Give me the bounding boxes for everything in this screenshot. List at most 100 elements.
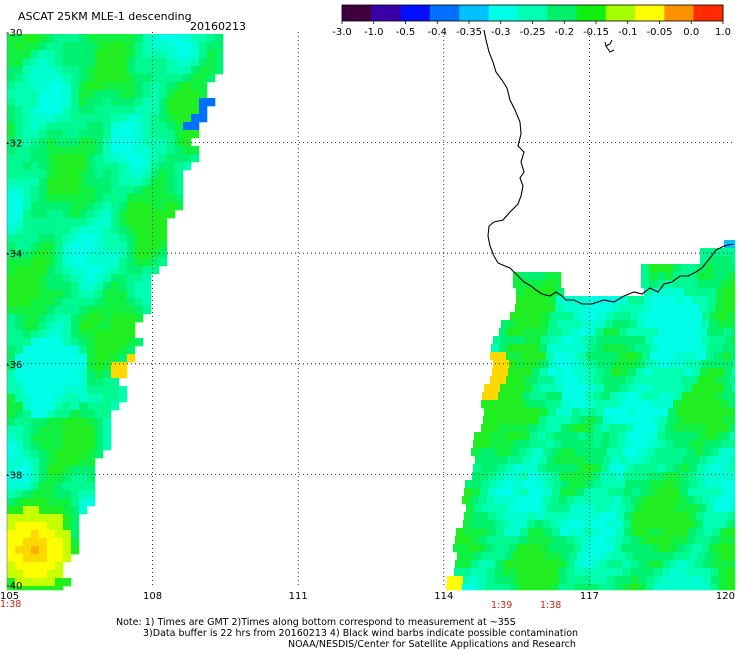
swath-pixel [55,266,64,275]
swath-pixel [47,250,56,259]
swath-pixel [639,536,648,545]
swath-pixel [143,298,152,307]
swath-pixel [581,544,590,553]
swath-pixel [143,90,152,99]
swath-pixel [667,416,676,425]
swath-pixel [557,544,566,553]
swath-pixel [119,210,128,219]
swath-pixel [528,472,537,481]
swath-pixel [23,74,32,83]
swath-pixel [695,448,704,457]
swath-pixel [545,552,554,561]
swath-pixel [734,568,736,577]
swath-pixel [561,400,570,409]
swath-pixel [573,360,582,369]
swath-pixel [705,424,714,433]
swath-pixel [87,322,96,331]
swath-pixel [713,464,722,473]
swath-pixel [15,474,24,483]
swath-pixel [119,250,128,259]
swath-pixel [63,442,72,451]
swath-pixel [7,570,16,579]
swath-pixel [699,344,708,353]
swath-pixel [79,330,88,339]
swath-pixel [55,66,64,75]
swath-pixel [127,242,136,251]
swath-pixel [504,488,513,497]
swath-pixel [641,552,650,561]
swath-pixel [79,34,88,43]
swath-pixel [659,416,668,425]
swath-pixel [119,338,128,347]
swath-pixel [702,312,711,321]
swath-pixel [23,122,32,131]
swath-pixel [673,264,682,273]
swath-pixel [488,472,497,481]
swath-pixel [505,480,514,489]
swath-pixel [15,114,24,123]
swath-pixel [135,210,144,219]
swath-pixel [489,424,498,433]
swath-pixel [31,202,40,211]
swath-pixel [103,306,112,315]
swath-pixel [111,146,120,155]
swath-pixel [606,496,615,505]
swath-pixel [143,306,152,315]
swath-pixel [509,544,518,553]
swath-pixel [31,306,40,315]
swath-pixel [47,298,56,307]
swath-pixel [63,330,72,339]
swath-pixel [23,42,32,51]
swath-pixel [551,560,560,569]
swath-pixel [79,450,88,459]
swath-pixel [39,186,48,195]
swath-pixel [532,384,541,393]
swath-pixel [71,450,80,459]
swath-pixel [723,416,732,425]
swath-pixel [87,410,96,419]
swath-pixel [658,376,667,385]
swath-pixel [727,520,736,529]
swath-pixel [151,114,160,123]
swath-pixel [31,410,40,419]
swath-pixel [556,408,565,417]
swath-pixel [95,346,104,355]
swath-pixel [175,90,184,99]
swath-pixel [602,352,611,361]
swath-pixel [79,338,88,347]
swath-pixel [135,130,144,139]
swath-pixel [659,456,668,465]
swath-pixel [31,554,40,563]
swath-pixel [127,122,136,131]
swath-pixel [127,258,136,267]
swath-pixel [631,520,640,529]
swath-pixel [572,408,581,417]
swath-pixel [701,360,710,369]
swath-pixel [63,282,72,291]
swath-pixel [680,472,689,481]
swath-pixel [63,34,72,43]
swath-pixel [63,130,72,139]
swath-pixel [87,466,96,475]
swath-pixel [623,560,632,569]
swath-east [446,240,736,591]
swath-pixel [702,584,711,591]
swath-pixel [87,490,96,499]
swath-pixel [554,376,563,385]
swath-pixel [647,536,656,545]
swath-pixel [63,378,72,387]
swath-pixel [23,418,32,427]
map-title: ASCAT 25KM MLE-1 descending [18,10,192,23]
swath-pixel [191,122,200,131]
swath-pixel [538,392,547,401]
swath-pixel [79,418,88,427]
swath-pixel [615,576,624,585]
swath-pixel [175,146,184,155]
swath-pixel [548,288,557,297]
swath-pixel [556,384,565,393]
swath-pixel [55,154,64,163]
swath-pixel [537,440,546,449]
swath-pixel [677,360,686,369]
swath-pixel [613,320,622,329]
swath-pixel [7,242,16,251]
